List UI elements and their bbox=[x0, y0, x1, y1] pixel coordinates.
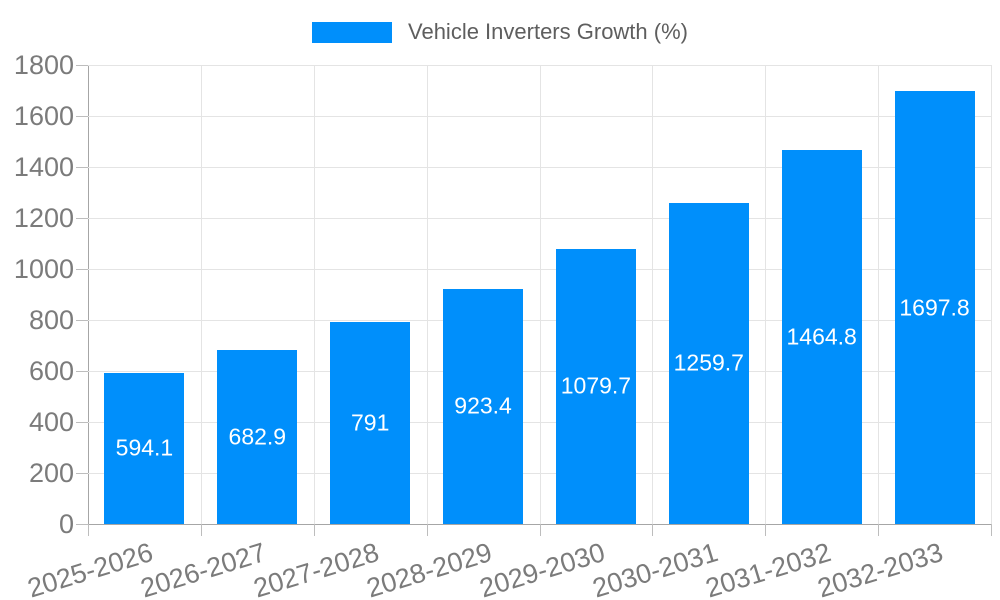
y-axis-tick-label: 0 bbox=[58, 508, 74, 539]
x-tick-mark bbox=[200, 524, 202, 536]
bar-value-label: 594.1 bbox=[115, 434, 174, 461]
y-axis-line bbox=[88, 65, 89, 524]
x-tick-mark bbox=[765, 524, 767, 536]
chart-legend: Vehicle Inverters Growth (%) bbox=[0, 19, 1000, 45]
y-axis-tick-label: 1400 bbox=[13, 151, 74, 182]
y-tick-mark bbox=[76, 524, 88, 525]
bar: 594.1 bbox=[104, 372, 185, 524]
x-axis-tick-label: 2030-2031 bbox=[588, 537, 721, 600]
y-tick-mark bbox=[76, 218, 88, 219]
y-tick-mark bbox=[76, 167, 88, 168]
legend-label: Vehicle Inverters Growth (%) bbox=[408, 19, 688, 44]
bar-value-label: 1464.8 bbox=[786, 323, 857, 350]
x-tick-mark bbox=[652, 524, 654, 536]
legend-swatch bbox=[312, 21, 392, 43]
y-axis-tick-label: 1000 bbox=[13, 253, 74, 284]
bar: 923.4 bbox=[443, 288, 524, 524]
x-axis-tick-label: 2025-2026 bbox=[24, 537, 157, 600]
y-tick-mark bbox=[76, 320, 88, 321]
y-tick-mark bbox=[76, 422, 88, 423]
y-axis-tick-label: 200 bbox=[28, 457, 74, 488]
x-axis-tick-label: 2031-2032 bbox=[701, 537, 834, 600]
plot-area: 594.1 682.9 791 923.4 1079.7 1259.7 1464.8 1697… bbox=[88, 65, 992, 524]
x-tick-mark bbox=[991, 524, 992, 536]
bar-value-label: 1259.7 bbox=[673, 349, 744, 376]
x-gridline bbox=[539, 65, 541, 524]
bar: 1079.7 bbox=[555, 248, 636, 524]
y-axis-tick-label: 400 bbox=[28, 406, 74, 437]
y-axis-tick-label: 1200 bbox=[13, 202, 74, 233]
x-gridline bbox=[878, 65, 880, 524]
y-tick-mark bbox=[76, 269, 88, 270]
bar-value-label: 1079.7 bbox=[560, 372, 632, 399]
x-gridline bbox=[313, 65, 315, 524]
y-tick-mark bbox=[76, 65, 88, 66]
x-gridline bbox=[991, 65, 992, 524]
x-tick-mark bbox=[878, 524, 880, 536]
y-tick-mark bbox=[76, 371, 88, 372]
x-axis-tick-label: 2032-2033 bbox=[814, 537, 947, 600]
x-tick-mark bbox=[313, 524, 315, 536]
y-axis-tick-label: 800 bbox=[28, 304, 74, 335]
y-tick-mark bbox=[76, 473, 88, 474]
x-gridline bbox=[200, 65, 202, 524]
x-gridline bbox=[652, 65, 654, 524]
bar: 1259.7 bbox=[668, 202, 749, 524]
bar-value-label: 791 bbox=[351, 409, 390, 436]
x-gridline bbox=[426, 65, 428, 524]
x-axis-tick-label: 2027-2028 bbox=[250, 537, 383, 600]
x-tick-mark bbox=[88, 524, 89, 536]
bar: 791 bbox=[330, 322, 411, 524]
bar-value-label: 682.9 bbox=[228, 423, 287, 450]
bar: 1464.8 bbox=[781, 150, 862, 524]
x-tick-mark bbox=[539, 524, 541, 536]
y-axis-tick-label: 1800 bbox=[13, 49, 74, 80]
bar: 1697.8 bbox=[894, 91, 975, 524]
x-axis-tick-label: 2028-2029 bbox=[362, 537, 496, 600]
x-axis-tick-label: 2026-2027 bbox=[137, 537, 270, 600]
y-axis-tick-label: 1600 bbox=[13, 100, 74, 131]
x-tick-mark bbox=[426, 524, 428, 536]
y-axis-tick-label: 600 bbox=[28, 355, 74, 386]
x-axis-tick-label: 2029-2030 bbox=[475, 537, 609, 600]
y-tick-mark bbox=[76, 116, 88, 117]
bar-value-label: 1697.8 bbox=[899, 294, 970, 321]
bar: 682.9 bbox=[217, 349, 298, 524]
bar-value-label: 923.4 bbox=[454, 392, 512, 419]
x-gridline bbox=[765, 65, 767, 524]
